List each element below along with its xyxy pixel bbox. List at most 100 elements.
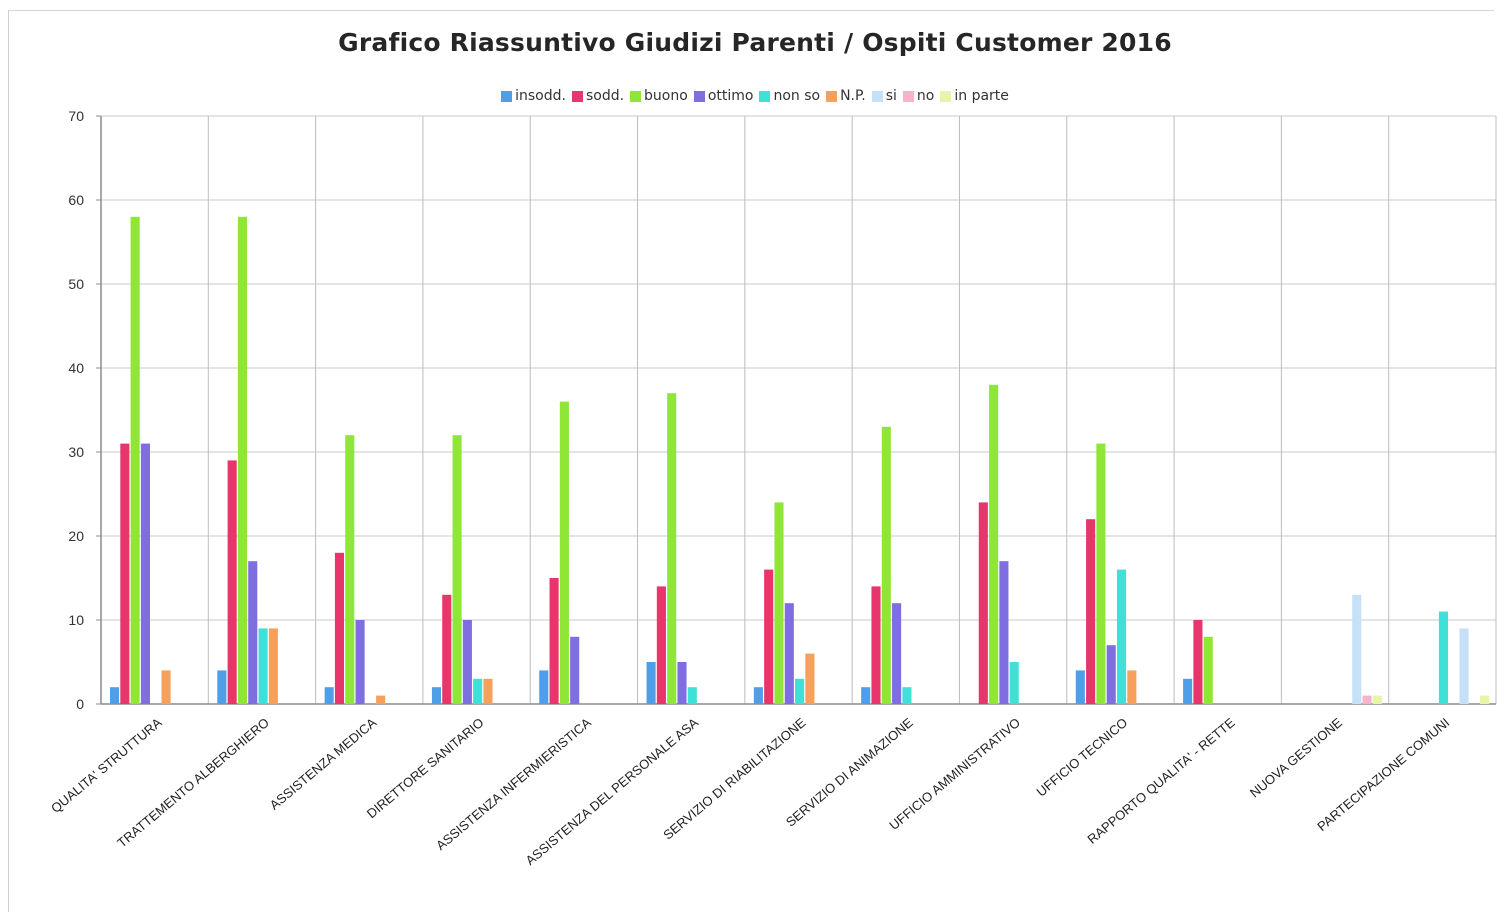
bar — [334, 552, 345, 704]
y-tick-label: 50 — [68, 276, 84, 292]
x-tick-label: QUALITA' STRUTTURA — [48, 715, 165, 816]
bar — [1086, 519, 1096, 704]
legend-item: non so — [759, 88, 820, 104]
y-tick-label: 30 — [68, 444, 84, 460]
bar — [376, 695, 386, 704]
x-tick-label: ASSISTENZA MEDICA — [267, 715, 380, 813]
x-tick-label: ASSISTENZA DEL PERSONALE ASA — [522, 715, 701, 869]
bar — [559, 401, 569, 704]
y-tick-label: 40 — [68, 360, 84, 376]
bar — [1009, 662, 1019, 704]
legend-item: in parte — [940, 88, 1009, 104]
y-tick-label: 70 — [68, 108, 84, 124]
bar — [355, 620, 365, 704]
bar — [1096, 443, 1106, 704]
bar — [483, 678, 493, 704]
bar — [1438, 611, 1448, 704]
y-tick-label: 20 — [68, 528, 84, 544]
x-tick-label: DIRETTORE SANITARIO — [364, 715, 487, 821]
legend-swatch — [759, 90, 771, 102]
x-tick-label: UFFICIO TECNICO — [1033, 715, 1130, 800]
bar — [217, 670, 227, 704]
legend-label: no — [916, 88, 935, 104]
bar — [1106, 645, 1116, 704]
x-tick-label: NUOVA GESTIONE — [1247, 715, 1345, 801]
legend-label: buono — [644, 88, 688, 104]
bar — [1459, 628, 1469, 704]
bar — [1362, 695, 1372, 704]
bar — [753, 687, 763, 704]
bar — [1480, 695, 1490, 704]
plot-area — [101, 116, 1496, 704]
y-tick-label: 60 — [68, 192, 84, 208]
bar — [248, 561, 258, 704]
legend-label: in parte — [954, 88, 1009, 104]
bar — [989, 384, 999, 704]
legend-swatch — [826, 90, 838, 102]
bar — [764, 569, 774, 704]
bar — [795, 678, 805, 704]
legend-swatch — [571, 90, 583, 102]
bar — [130, 216, 140, 705]
legend-label: insodd. — [515, 88, 566, 104]
legend-label: ottimo — [707, 88, 754, 104]
bar — [120, 443, 130, 704]
legend-swatch — [940, 90, 952, 102]
legend-swatch — [630, 90, 642, 102]
bar — [978, 502, 988, 704]
bar — [140, 443, 150, 704]
bar — [549, 578, 559, 704]
chart-legend: insodd. sodd. buono ottimo non so N.P. si no in … — [0, 88, 1498, 104]
bar — [227, 460, 237, 704]
bar — [1352, 594, 1362, 704]
bar — [902, 687, 912, 704]
bar — [1372, 695, 1382, 704]
legend-item: ottimo — [693, 88, 754, 104]
legend-item: si — [871, 88, 897, 104]
bar — [258, 628, 268, 704]
legend-label: si — [885, 88, 897, 104]
bar — [539, 670, 549, 704]
bar — [999, 561, 1009, 704]
bar — [1116, 569, 1127, 704]
bar — [656, 586, 666, 704]
bar — [805, 653, 815, 704]
bar — [268, 628, 278, 704]
legend-label: sodd. — [585, 88, 625, 104]
bar — [345, 435, 355, 704]
bar — [324, 687, 334, 704]
bar — [892, 603, 902, 704]
bar — [1127, 670, 1137, 704]
bar — [442, 594, 452, 704]
bar — [774, 502, 784, 704]
bar — [861, 687, 871, 704]
legend-item: sodd. — [571, 88, 625, 104]
legend-label: non so — [773, 88, 821, 104]
legend-item: insodd. — [501, 88, 566, 104]
bar — [161, 670, 171, 704]
legend-swatch — [871, 90, 883, 102]
bar — [110, 687, 120, 704]
legend-item: no — [902, 88, 935, 104]
bar — [784, 603, 794, 704]
bar — [871, 586, 881, 704]
bar — [1193, 620, 1203, 704]
bar — [687, 687, 697, 704]
bar — [1203, 636, 1213, 704]
bar — [667, 393, 677, 704]
legend-swatch — [902, 90, 914, 102]
bar — [452, 435, 462, 704]
legend-swatch — [501, 90, 513, 102]
legend-item: buono — [630, 88, 688, 104]
bar — [1075, 670, 1085, 704]
y-tick-label: 0 — [76, 696, 84, 712]
bar — [570, 636, 580, 704]
chart-title: Grafico Riassuntivo Giudizi Parenti / Os… — [338, 28, 1172, 57]
legend-item: N.P. — [826, 88, 866, 104]
bar — [237, 216, 248, 705]
bar — [1183, 678, 1193, 704]
bar — [881, 426, 891, 704]
bar — [431, 687, 442, 704]
